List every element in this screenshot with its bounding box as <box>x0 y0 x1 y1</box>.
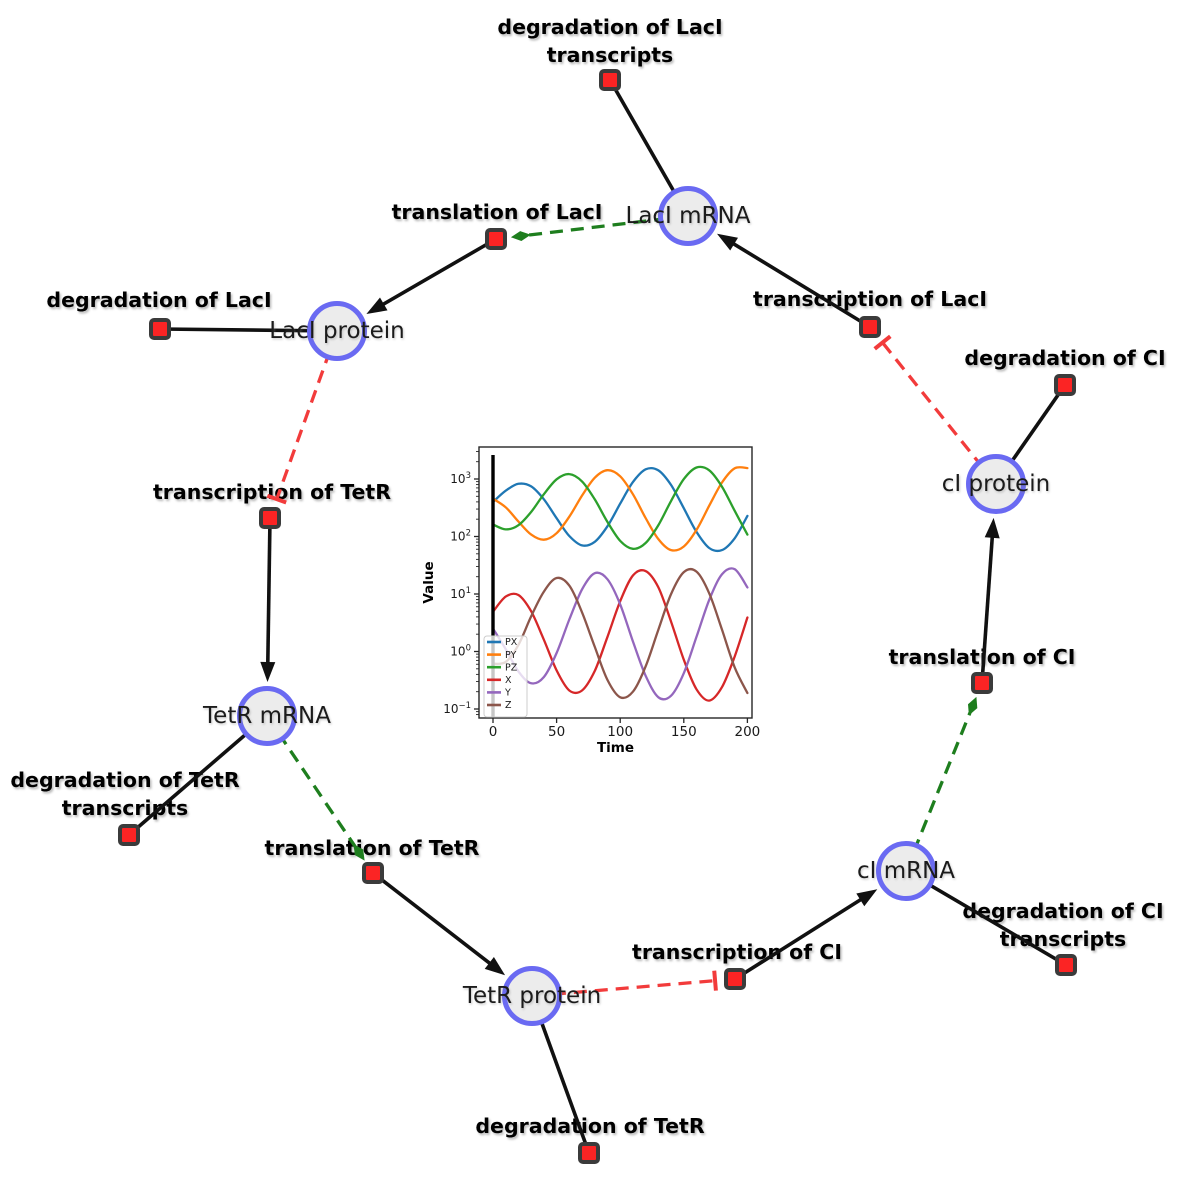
species-label-laci-protein: LacI protein <box>269 318 405 344</box>
legend-label-px: PX <box>505 637 518 648</box>
plot-border <box>478 446 753 719</box>
reaction-label-line: transcription of LacI <box>753 287 987 311</box>
legend-label-x: X <box>505 675 512 686</box>
arrowhead-icon <box>856 889 878 907</box>
reaction-node-deg-tetr <box>578 1142 600 1164</box>
arrowhead-icon <box>484 957 506 976</box>
edge-translation-laci-laci-protein <box>374 237 497 311</box>
x-tick-label: 50 <box>548 724 565 740</box>
curve-py <box>491 466 749 552</box>
curve-x <box>491 569 749 702</box>
reaction-label-translation-tetr: translation of TetR <box>265 834 480 862</box>
species-label-tetr-protein: TetR protein <box>462 983 602 1009</box>
modifier-diamond-icon <box>353 844 365 861</box>
modifier-diamond-icon <box>968 696 978 716</box>
species-label-tetr-mrna: TetR mRNA <box>203 703 331 729</box>
reaction-node-deg-laci <box>149 318 171 340</box>
reaction-label-line: translation of TetR <box>264 836 480 860</box>
y-axis-title: Value <box>421 561 437 603</box>
y-tick-label-10e-1: 10−1 <box>443 701 471 716</box>
inset-chart: 0 50 100 150 200 10−1 100 101 102 103 Time Value PX P… <box>421 446 761 756</box>
x-axis-title: Time <box>597 740 634 756</box>
reaction-node-translation-laci <box>485 228 507 250</box>
curve-z <box>491 568 749 700</box>
reaction-node-deg-laci-tx <box>599 69 621 91</box>
legend-label-y: Y <box>504 688 511 699</box>
reaction-label-line: degradation of TetR <box>475 1114 705 1138</box>
reaction-label-deg-ci: degradation of CI <box>964 344 1165 372</box>
species-node-tetr-mrna <box>237 686 297 746</box>
reaction-label-line: degradation of CI <box>964 346 1166 370</box>
reaction-node-deg-tetr-tx <box>118 824 140 846</box>
legend-label-z: Z <box>505 700 512 711</box>
reaction-label-line: transcription of CI <box>632 940 842 964</box>
species-label-laci-mrna: LacI mRNA <box>625 203 751 229</box>
edge-transcription-ci-ci-mrna <box>734 892 870 981</box>
reaction-label-line: transcripts <box>546 43 674 67</box>
species-label-ci-mrna: cI mRNA <box>856 858 956 884</box>
reaction-label-line: degradation of LacI <box>497 15 723 39</box>
species-node-tetr-protein <box>502 966 562 1026</box>
reaction-node-transcription-ci <box>724 968 746 990</box>
curve-y <box>491 567 749 701</box>
species-node-ci-mrna <box>876 841 936 901</box>
legend-label-pz: PZ <box>505 662 518 673</box>
edge-ci-mrna-deg-ci-tx <box>905 869 1067 967</box>
edge-translation-ci-ci-protein <box>980 527 995 684</box>
edge-tetr-protein-transcription-ci <box>531 979 716 998</box>
reaction-node-translation-ci <box>971 672 993 694</box>
species-node-laci-mrna <box>658 186 718 246</box>
x-tick-label: 150 <box>671 724 697 740</box>
reaction-label-line: degradation of CI <box>962 899 1164 923</box>
reaction-node-transcription-tetr <box>259 507 281 529</box>
legend-box <box>483 635 528 718</box>
reaction-label-line: translation of LacI <box>391 200 603 224</box>
reaction-label-line: degradation of LacI <box>46 288 272 312</box>
species-node-ci-protein <box>966 454 1026 514</box>
reaction-node-deg-ci-tx <box>1055 954 1077 976</box>
species-label-ci-protein: cI protein <box>941 471 1051 497</box>
arrowhead-icon <box>984 517 1000 539</box>
inhibitor-bar-icon <box>712 970 718 991</box>
y-tick-label-10e1: 101 <box>450 586 471 601</box>
arrowhead-icon <box>366 297 388 314</box>
reaction-label-transcription-laci: transcription of LacI <box>753 285 987 313</box>
reaction-label-deg-laci-tx: degradation of LacI transcripts <box>497 13 722 69</box>
arrowhead-icon <box>260 661 276 682</box>
reaction-node-deg-ci <box>1054 374 1076 396</box>
reaction-label-deg-tetr: degradation of TetR <box>475 1112 704 1140</box>
edge-transcription-tetr-tetr-mrna <box>265 517 272 673</box>
species-node-laci-protein <box>307 301 367 361</box>
y-tick-label-10e0: 100 <box>450 644 471 659</box>
modifier-diamond-icon <box>510 231 531 241</box>
reaction-label-deg-laci: degradation of LacI <box>46 286 271 314</box>
inhibitor-bar-icon <box>266 493 287 505</box>
y-tick-label-10e3: 103 <box>450 471 471 486</box>
curve-pz <box>491 465 749 550</box>
reaction-label-line: transcription of TetR <box>152 480 392 504</box>
reaction-node-transcription-laci <box>859 316 881 338</box>
reaction-label-transcription-tetr: transcription of TetR <box>153 478 391 506</box>
x-tick-label: 0 <box>489 724 498 740</box>
inhibitor-bar-icon <box>873 334 892 351</box>
reaction-label-translation-laci: translation of LacI <box>392 198 603 226</box>
edge-translation-tetr-tetr-protein <box>371 871 499 971</box>
reaction-label-deg-ci-tx: degradation of CI transcripts <box>962 897 1163 953</box>
x-tick-label: 100 <box>607 724 633 740</box>
legend-label-py: PY <box>505 650 517 661</box>
arrowhead-icon <box>717 233 738 251</box>
x-tick-label: 200 <box>735 724 761 740</box>
reaction-node-translation-tetr <box>362 862 384 884</box>
y-tick-label-10e2: 102 <box>450 529 471 544</box>
reaction-label-transcription-ci: transcription of CI <box>632 938 842 966</box>
curve-px <box>491 466 749 553</box>
edge-transcription-laci-laci-mrna <box>724 237 871 329</box>
